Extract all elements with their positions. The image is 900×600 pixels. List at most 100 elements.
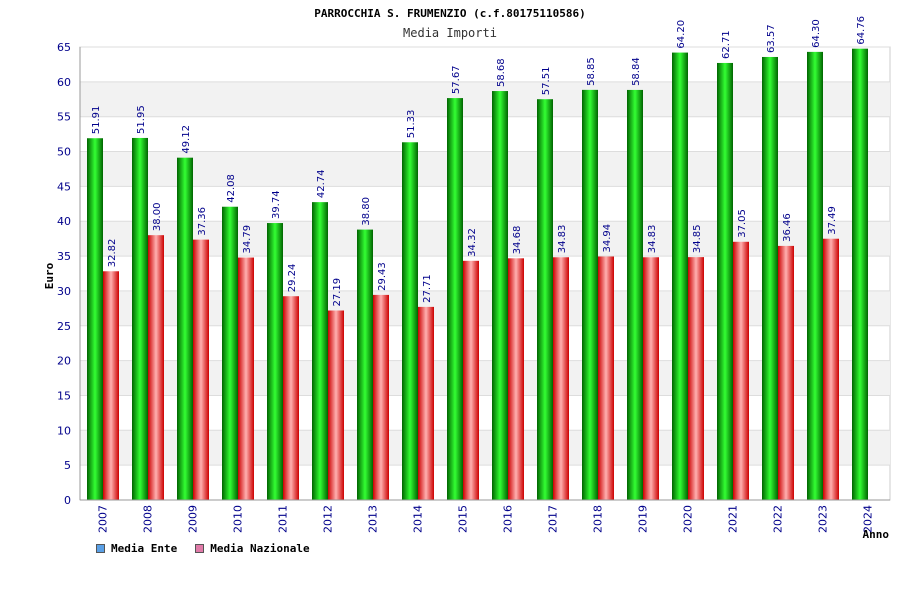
x-tick-label: 2016 (502, 505, 515, 533)
x-tick-label: 2019 (637, 505, 650, 533)
legend-label-ente: Media Ente (111, 542, 178, 555)
bar-media-ente (627, 89, 643, 501)
bar-media-ente (672, 52, 688, 501)
y-tick-label: 5 (64, 459, 71, 472)
bar-media-ente (762, 56, 778, 500)
y-tick-label: 50 (57, 146, 71, 159)
bar-media-ente (177, 157, 193, 500)
y-tick-label: 60 (57, 76, 71, 89)
data-label-ente: 51.33 (406, 110, 417, 139)
legend: Media Ente Media Nazionale (96, 542, 310, 555)
data-label-nazionale: 34.85 (692, 224, 703, 253)
x-tick-label: 2007 (97, 505, 110, 533)
x-tick-label: 2013 (367, 505, 380, 533)
x-axis-label: Anno (863, 528, 890, 541)
y-tick-label: 0 (64, 494, 71, 507)
x-tick-label: 2018 (592, 505, 605, 533)
bar-media-ente (447, 98, 463, 500)
data-label-nazionale: 32.82 (107, 239, 118, 268)
bar-media-ente (717, 62, 733, 501)
data-label-ente: 42.74 (316, 169, 327, 198)
y-tick-label: 25 (57, 320, 71, 333)
data-label-ente: 57.51 (541, 67, 552, 96)
data-label-ente: 38.80 (361, 197, 372, 226)
y-axis-label: Euro (43, 262, 56, 289)
bar-media-nazionale (778, 245, 794, 500)
x-tick-label: 2008 (142, 505, 155, 533)
bar-media-nazionale (373, 294, 389, 500)
data-label-nazionale: 34.68 (512, 226, 523, 255)
data-label-nazionale: 36.46 (782, 213, 793, 242)
legend-item-nazionale: Media Nazionale (195, 542, 310, 555)
bar-media-nazionale (553, 257, 569, 500)
x-tick-label: 2009 (187, 505, 200, 533)
bar-media-ente (537, 99, 553, 501)
data-label-ente: 62.71 (721, 30, 732, 59)
y-tick-label: 10 (57, 424, 71, 437)
y-tick-label: 35 (57, 250, 71, 263)
bar-media-nazionale (733, 241, 749, 501)
y-tick-label: 55 (57, 111, 71, 124)
y-tick-label: 40 (57, 215, 71, 228)
x-tick-label: 2021 (727, 505, 740, 533)
legend-swatch-ente (96, 544, 105, 553)
data-label-ente: 39.74 (271, 190, 282, 219)
bar-media-nazionale (823, 238, 839, 500)
legend-label-nazionale: Media Nazionale (210, 542, 310, 555)
x-tick-label: 2015 (457, 505, 470, 533)
x-tick-label: 2014 (412, 505, 425, 533)
grid-band (80, 360, 890, 396)
data-label-nazionale: 37.05 (737, 209, 748, 238)
data-label-nazionale: 37.49 (827, 206, 838, 235)
grid-band (80, 290, 890, 326)
chart-title: PARROCCHIA S. FRUMENZIO (c.f.80175110586… (314, 7, 586, 20)
data-label-nazionale: 37.36 (197, 207, 208, 236)
data-label-ente: 57.67 (451, 65, 462, 94)
bar-media-nazionale (238, 257, 254, 500)
y-tick-label: 65 (57, 41, 71, 54)
bar-media-nazionale (283, 296, 299, 500)
bar-media-ente (582, 89, 598, 500)
data-label-nazionale: 34.83 (557, 225, 568, 254)
x-tick-label: 2020 (682, 505, 695, 533)
bar-media-ente (222, 206, 238, 500)
y-tick-label: 30 (57, 285, 71, 298)
bar-media-nazionale (103, 271, 119, 500)
data-label-ente: 51.95 (136, 105, 147, 134)
grid-band (80, 430, 890, 466)
data-label-ente: 58.85 (586, 57, 597, 86)
bar-media-ente (87, 138, 103, 500)
data-label-ente: 63.57 (766, 24, 777, 53)
x-tick-label: 2017 (547, 505, 560, 533)
chart-subtitle: Media Importi (403, 26, 497, 40)
bar-media-nazionale (418, 306, 434, 500)
plot-area (79, 46, 891, 501)
legend-item-ente: Media Ente (96, 542, 177, 555)
grid-band (80, 221, 890, 257)
bar-media-nazionale (463, 260, 479, 500)
data-label-ente: 64.30 (811, 19, 822, 48)
bar-media-nazionale (508, 258, 524, 500)
bar-media-ente (132, 137, 148, 500)
data-label-ente: 58.68 (496, 58, 507, 87)
bar-media-ente (807, 51, 823, 501)
bar-media-nazionale (193, 239, 209, 501)
bar-media-ente (312, 202, 328, 500)
data-label-ente: 49.12 (181, 125, 192, 154)
x-tick-label: 2022 (772, 505, 785, 533)
data-label-nazionale: 29.43 (377, 262, 388, 291)
data-label-nazionale: 27.71 (422, 274, 433, 303)
bar-media-nazionale (148, 235, 164, 500)
data-label-nazionale: 34.79 (242, 225, 253, 254)
y-tick-label: 15 (57, 389, 71, 402)
data-label-nazionale: 38.00 (152, 203, 163, 232)
x-tick-label: 2023 (817, 505, 830, 533)
data-label-ente: 51.91 (91, 106, 102, 135)
bar-media-ente (492, 91, 508, 501)
data-label-nazionale: 34.83 (647, 225, 658, 254)
bar-media-nazionale (598, 256, 614, 500)
bar-media-ente (357, 229, 373, 500)
data-label-nazionale: 27.19 (332, 278, 343, 307)
data-label-ente: 64.76 (856, 16, 867, 45)
